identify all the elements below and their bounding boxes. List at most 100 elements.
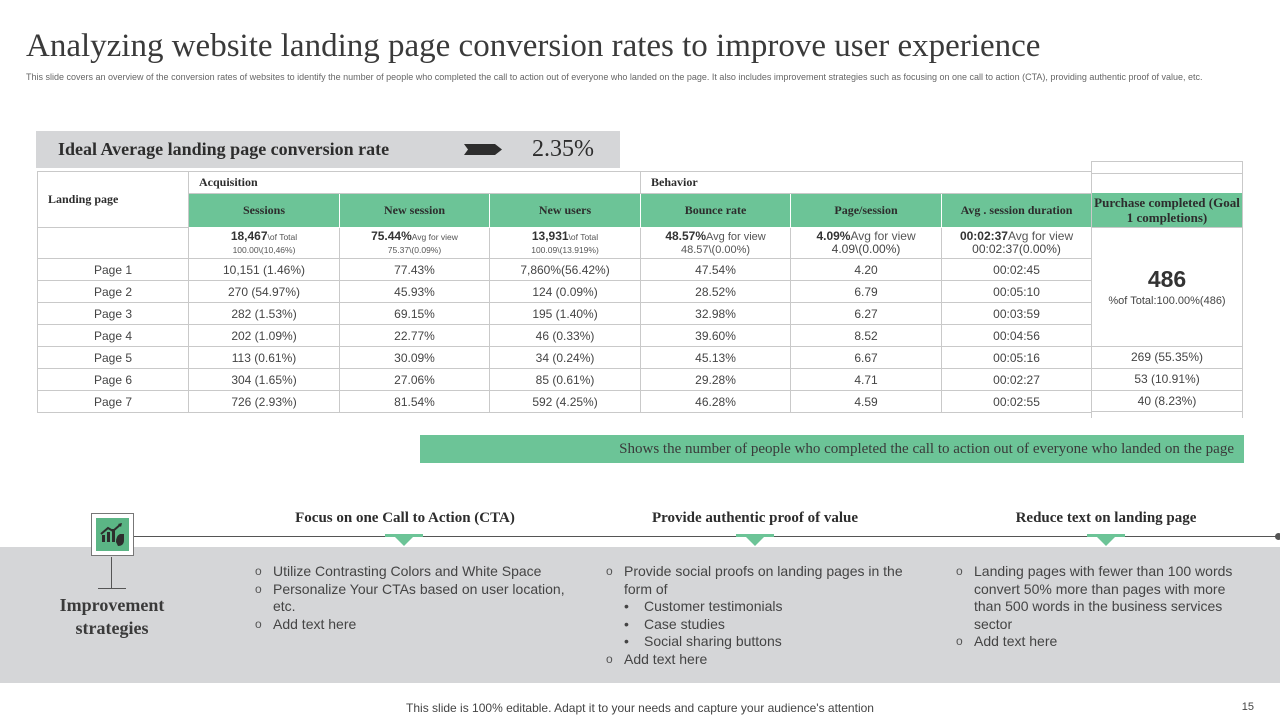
page-cell: Page 5 xyxy=(37,346,189,369)
icon-foot xyxy=(98,588,126,589)
arrow-right-icon xyxy=(464,144,502,155)
strategy-icon-box xyxy=(91,513,134,556)
chart-hand-icon xyxy=(100,523,124,546)
ideal-rate-box: Ideal Average landing page conversion ra… xyxy=(36,131,620,168)
column-header: Avg . session duration xyxy=(941,193,1093,228)
list-item: Provide social proofs on landing pages i… xyxy=(606,563,906,598)
table-cell: 45.13% xyxy=(640,346,792,369)
table-cell: 69.15% xyxy=(339,302,490,325)
marker-triangle xyxy=(745,536,765,546)
ideal-rate-value: 2.35% xyxy=(532,136,594,162)
timeline-end-dot xyxy=(1275,533,1280,540)
table-cell: 270 (54.97%) xyxy=(188,280,340,303)
table-cell: 202 (1.09%) xyxy=(188,324,340,347)
purchase-total: 486 xyxy=(1147,266,1187,292)
list-item: Add text here xyxy=(255,616,575,634)
table-cell: 195 (1.40%) xyxy=(488,302,642,325)
callout-banner: Shows the number of people who completed… xyxy=(420,435,1244,463)
table-cell: 27.06% xyxy=(339,368,490,391)
strategy-title-text: Reduce text on landing page xyxy=(1015,510,1197,526)
table-cell: 10,151 (1.46%) xyxy=(188,258,340,281)
table-cell: 726 (2.93%) xyxy=(188,390,340,413)
table-cell: 30.09% xyxy=(339,346,490,369)
table-cell: 282 (1.53%) xyxy=(188,302,340,325)
strategy-list-text: Landing pages with fewer than 100 words … xyxy=(956,563,1256,651)
table-cell: 39.60% xyxy=(640,324,792,347)
table-cell: 81.54% xyxy=(339,390,490,413)
list-sub-item: Customer testimonials xyxy=(606,598,906,616)
table-cell: 46 (0.33%) xyxy=(488,324,642,347)
table-cell: 304 (1.65%) xyxy=(188,368,340,391)
purchase-column: 486 %of Total:100.00%(486) 269 (55.35%) … xyxy=(1092,227,1242,411)
list-sub-item: Social sharing buttons xyxy=(606,633,906,651)
table-cell: 00:05:16 xyxy=(941,346,1093,369)
purchase-cell: 40 (8.23%) xyxy=(1092,390,1242,412)
table-cell: 00:05:10 xyxy=(941,280,1093,303)
column-header: Page/session xyxy=(790,193,943,228)
totals-label-cell xyxy=(37,227,189,259)
list-item: Add text here xyxy=(606,651,906,669)
table-cell: 592 (4.25%) xyxy=(488,390,642,413)
table-cell: 6.79 xyxy=(790,280,943,303)
page-cell: Page 3 xyxy=(37,302,189,325)
table-cell: 8.52 xyxy=(790,324,943,347)
purchase-cell: 269 (55.35%) xyxy=(1092,346,1242,368)
column-header: Bounce rate xyxy=(640,193,792,228)
purchase-footer-cell xyxy=(1092,411,1242,418)
slide-title: Analyzing website landing page conversio… xyxy=(26,28,1041,64)
table-cell: 6.27 xyxy=(790,302,943,325)
list-item: Add text here xyxy=(956,633,1256,651)
table-cell: 4.71 xyxy=(790,368,943,391)
column-header: New users xyxy=(488,193,642,228)
total-cell: 4.09%Avg for view 4.09\(0.00%) xyxy=(790,227,943,259)
behavior-header: Behavior xyxy=(640,171,1093,194)
table-cell: 113 (0.61%) xyxy=(188,346,340,369)
table-cell: 4.59 xyxy=(790,390,943,413)
column-header: Sessions xyxy=(188,193,340,228)
table-cell: 4.20 xyxy=(790,258,943,281)
table-row: Page 7 726 (2.93%) 81.54% 592 (4.25%) 46… xyxy=(37,390,1093,413)
table-cell: 32.98% xyxy=(640,302,792,325)
total-cell: 48.57%Avg for view 48.57\(0.00%) xyxy=(640,227,792,259)
page-cell: Page 1 xyxy=(37,258,189,281)
table-cell: 22.77% xyxy=(339,324,490,347)
marker-bar xyxy=(385,534,423,537)
total-cell: 13,931\of Total 100.09\(13.919%) xyxy=(488,227,642,259)
table-cell: 28.52% xyxy=(640,280,792,303)
purchase-cell: 53 (10.91%) xyxy=(1092,368,1242,390)
table-row: Page 6 304 (1.65%) 27.06% 85 (0.61%) 29.… xyxy=(37,368,1093,391)
table-cell: 29.28% xyxy=(640,368,792,391)
table-cell: 00:04:56 xyxy=(941,324,1093,347)
total-cell: 00:02:37Avg for view 00:02:37(0.00%) xyxy=(941,227,1093,259)
purchase-total-sub: %of Total:100.00%(486) xyxy=(1108,295,1226,307)
conversion-table: Landing page Acquisition Behavior Sessio… xyxy=(37,171,1093,413)
list-item: Landing pages with fewer than 100 words … xyxy=(956,563,1256,633)
table-cell: 124 (0.09%) xyxy=(488,280,642,303)
marker-triangle xyxy=(394,536,414,546)
page-number: 15 xyxy=(1241,701,1254,713)
table-cell: 6.67 xyxy=(790,346,943,369)
page-cell: Page 6 xyxy=(37,368,189,391)
table-cell: 85 (0.61%) xyxy=(488,368,642,391)
table-cell: 77.43% xyxy=(339,258,490,281)
table-cell: 00:02:27 xyxy=(941,368,1093,391)
strategy-title-proof: Provide authentic proof of value xyxy=(651,510,859,526)
table-row: Page 2 270 (54.97%) 45.93% 124 (0.09%) 2… xyxy=(37,280,1093,303)
marker-bar xyxy=(1087,534,1125,537)
page-cell: Page 4 xyxy=(37,324,189,347)
table-cell: 45.93% xyxy=(339,280,490,303)
page-cell: Page 2 xyxy=(37,280,189,303)
marker-triangle xyxy=(1096,536,1116,546)
column-header: New session xyxy=(339,193,490,228)
page-cell: Page 7 xyxy=(37,390,189,413)
total-cell: 18,467\of Total 100.00\(10,46%) xyxy=(188,227,340,259)
table-row: Page 3 282 (1.53%) 69.15% 195 (1.40%) 32… xyxy=(37,302,1093,325)
table-cell: 00:02:45 xyxy=(941,258,1093,281)
totals-row: 18,467\of Total 100.00\(10,46%) 75.44%Avg… xyxy=(37,227,1093,259)
acquisition-header: Acquisition xyxy=(187,171,642,194)
footer-note: This slide is 100% editable. Adapt it to… xyxy=(406,701,874,715)
total-cell: 75.44%Avg for view 75.37\(0.09%) xyxy=(339,227,490,259)
table-cell: 00:03:59 xyxy=(941,302,1093,325)
slide-subtitle: This slide covers an overview of the con… xyxy=(26,72,1203,82)
list-item: Personalize Your CTAs based on user loca… xyxy=(255,581,575,616)
